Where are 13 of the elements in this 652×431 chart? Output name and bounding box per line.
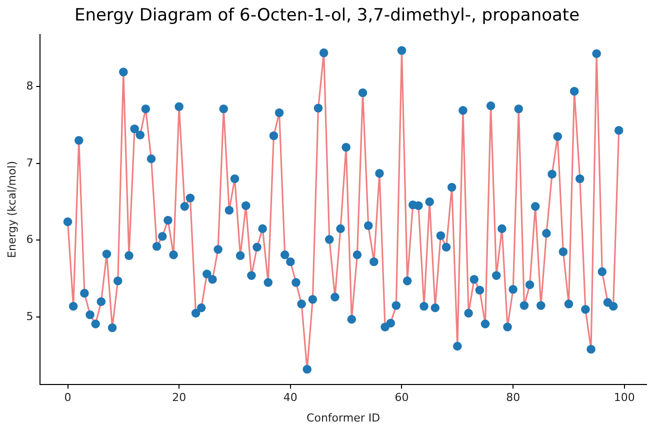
x-tick-label: 60 <box>394 391 409 404</box>
y-tick-label: 6 <box>26 233 34 246</box>
x-tick-label: 0 <box>64 391 72 404</box>
y-tick-label: 7 <box>26 156 34 170</box>
x-tick-label: 20 <box>172 391 186 404</box>
y-tick-label: 5 <box>26 310 34 323</box>
y-axis-title: Energy (kcal/mol) <box>5 160 18 258</box>
x-tick-label: 40 <box>283 391 298 404</box>
x-tick-label: 80 <box>506 391 520 404</box>
x-axis-title: Conformer ID <box>306 411 380 424</box>
y-tick-label: 8 <box>26 79 34 92</box>
chart-title: Energy Diagram of 6-Octen-1-ol, 3,7-dimethyl-, propanoate <box>74 6 580 26</box>
x-tick-label: 100 <box>614 391 635 404</box>
